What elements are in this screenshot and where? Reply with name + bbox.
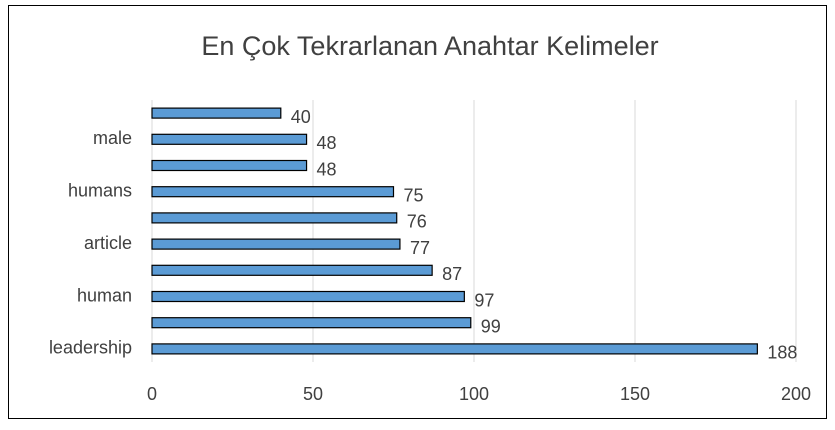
data-label: 48 — [317, 159, 337, 179]
bar — [151, 317, 472, 329]
x-tick-label: 50 — [303, 384, 323, 404]
y-tick-label: leadership — [49, 338, 132, 358]
bar — [151, 343, 758, 355]
data-label: 75 — [404, 185, 424, 205]
bar — [151, 133, 308, 145]
data-label: 97 — [474, 290, 494, 310]
data-label: 40 — [291, 107, 311, 127]
x-tick-label: 150 — [620, 384, 650, 404]
y-tick-label: humans — [68, 180, 132, 200]
y-tick-label: male — [93, 128, 132, 148]
x-tick-label: 100 — [459, 384, 489, 404]
data-label: 188 — [767, 343, 797, 363]
bar — [151, 238, 401, 250]
x-tick-label: 200 — [781, 384, 811, 404]
y-tick-label: human — [77, 285, 132, 305]
bar — [151, 264, 433, 276]
x-tick-label: 0 — [147, 384, 157, 404]
data-label: 48 — [317, 133, 337, 153]
data-label: 99 — [481, 316, 501, 336]
chart-title: En Çok Tekrarlanan Anahtar Kelimeler — [201, 31, 658, 61]
data-label: 76 — [407, 212, 427, 232]
data-label: 87 — [442, 264, 462, 284]
y-tick-label: article — [84, 233, 132, 253]
bar — [151, 186, 395, 198]
data-label: 77 — [410, 238, 430, 258]
bar — [151, 159, 308, 172]
bar — [151, 107, 282, 119]
bar — [151, 212, 398, 224]
bar — [151, 290, 465, 303]
